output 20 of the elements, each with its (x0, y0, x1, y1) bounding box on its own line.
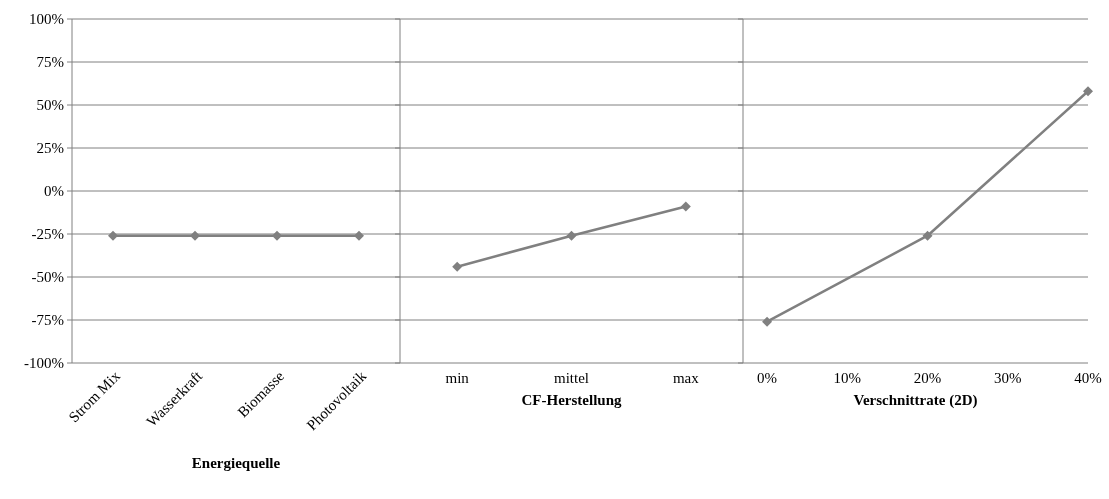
y-tick-label: 0% (44, 183, 64, 200)
y-tick-label: -75% (31, 312, 64, 329)
y-tick-label: 75% (36, 54, 64, 71)
x-tick-label: 0% (757, 370, 778, 386)
x-tick-label: mittel (554, 370, 589, 386)
x-tick-label: 40% (1074, 370, 1102, 386)
y-tick-label: 50% (36, 97, 64, 114)
x-tick-label: 10% (833, 370, 862, 386)
x-tick-label: 20% (913, 370, 942, 386)
x-axis-title: CF-Herstellung (521, 392, 622, 408)
x-tick-label: min (445, 370, 470, 386)
x-tick-label: 30% (994, 370, 1022, 386)
x-tick-label: max (672, 370, 700, 386)
y-tick-label: 25% (36, 140, 64, 157)
y-tick-label: -50% (31, 269, 64, 286)
y-tick-label: -25% (31, 226, 64, 243)
y-tick-label: -100% (24, 355, 64, 372)
x-axis-title: Verschnittrate (2D) (853, 392, 978, 409)
x-axis-title: Energiequelle (191, 455, 281, 471)
y-tick-label: 100% (29, 11, 64, 28)
